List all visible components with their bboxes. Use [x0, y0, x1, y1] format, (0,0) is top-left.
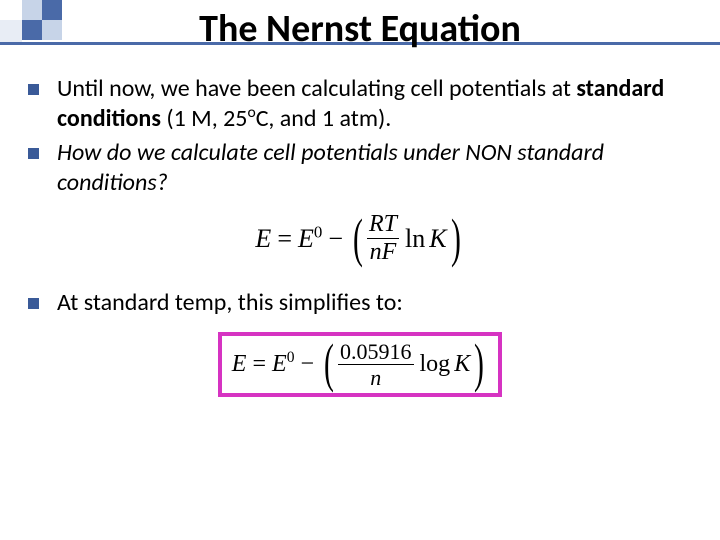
paren-left-icon: (	[324, 345, 334, 383]
eq-minus: −	[300, 351, 314, 378]
eq-K: K	[454, 351, 470, 378]
text-span: (1 M, 25	[161, 104, 248, 133]
bullet-list: Until now, we have been calculating cell…	[0, 74, 720, 198]
eq-K: K	[429, 224, 446, 254]
eq-equals: =	[277, 224, 292, 254]
boxed-equation: E = E0 − ( 0.05916 n log K )	[218, 332, 502, 397]
bullet-item: At standard temp, this simplifies to:	[28, 288, 692, 318]
text-span: C, and 1 atm).	[256, 104, 392, 133]
text-span: Until now, we have been calculating cell…	[57, 74, 576, 103]
slide-title: The Nernst Equation	[0, 6, 720, 52]
bullet-text: At standard temp, this simplifies to:	[57, 288, 403, 318]
eq-numerator: RT	[367, 212, 399, 237]
eq-equals: =	[252, 351, 266, 378]
eq-denominator: nF	[368, 240, 399, 265]
paren-right-icon: )	[474, 345, 484, 383]
bullet-item: How do we calculate cell potentials unde…	[28, 138, 692, 198]
paren-left-icon: (	[353, 220, 363, 258]
equation-2-wrap: E = E0 − ( 0.05916 n log K )	[0, 332, 720, 397]
eq-fraction: 0.05916 n	[338, 340, 414, 389]
bullet-square-icon	[28, 84, 39, 95]
bullet-square-icon	[28, 148, 39, 159]
paren-right-icon: )	[451, 220, 461, 258]
italic-text: How do we calculate cell potentials unde…	[57, 138, 604, 197]
eq-E: E	[272, 351, 287, 377]
eq-E: E	[298, 224, 314, 253]
equation-1: E = E0 − ( RT nF ln K )	[0, 212, 720, 266]
eq-lhs: E	[255, 224, 271, 254]
eq-denominator: n	[368, 366, 383, 389]
eq-ln: ln	[405, 224, 425, 254]
eq-numerator: 0.05916	[338, 340, 414, 363]
bullet-text: How do we calculate cell potentials unde…	[57, 138, 692, 198]
eq-sup: 0	[314, 222, 322, 241]
eq-sup: 0	[287, 349, 295, 366]
bullet-text: Until now, we have been calculating cell…	[57, 74, 692, 134]
superscript: o	[247, 103, 255, 122]
eq-paren-group: ( 0.05916 n log K )	[320, 340, 488, 389]
eq-fraction: RT nF	[367, 212, 399, 266]
eq-lhs: E	[232, 351, 247, 378]
eq-minus: −	[328, 224, 343, 254]
bullet-square-icon	[28, 298, 39, 309]
bullet-list-2: At standard temp, this simplifies to:	[0, 288, 720, 318]
slide-content: The Nernst Equation Until now, we have b…	[0, 0, 720, 397]
eq-log: log	[420, 351, 451, 378]
bullet-item: Until now, we have been calculating cell…	[28, 74, 692, 134]
eq-paren-group: ( RT nF ln K )	[349, 212, 465, 266]
